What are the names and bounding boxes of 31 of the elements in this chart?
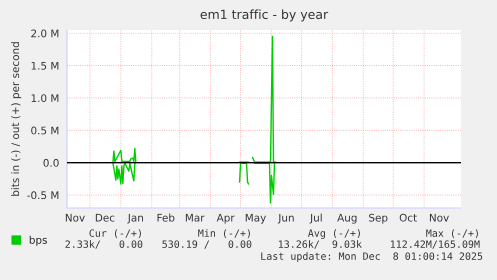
x-tick-label: Mar (186, 214, 204, 222)
text: 13.26k/ 9.03k (278, 240, 362, 249)
x-tick-label: Nov (430, 214, 449, 222)
legend-label: bps (30, 236, 47, 246)
x-tick-label: Feb (158, 214, 174, 222)
x-tick-label: Oct (400, 214, 417, 222)
x-tick-label: Aug (337, 214, 357, 224)
text: 112.42M/165.09M (390, 240, 480, 249)
y-tick-label: 1.0 M (32, 94, 58, 102)
y-tick-label: 1.5 M (32, 62, 58, 70)
text: Max (-/+) (426, 229, 478, 238)
text: Last update: Mon Dec 8 01:00:14 2025 (261, 252, 482, 262)
x-tick-label: May (246, 214, 266, 224)
y-tick-label: 0.0 (43, 158, 59, 167)
text: Cur (-/+) (89, 229, 141, 238)
x-tick-label: Nov (66, 214, 85, 222)
text: Min (-/+) (198, 229, 250, 238)
x-tick-label: Jul (310, 214, 322, 224)
y-tick-label: 2.0 M (31, 29, 58, 38)
x-tick-label: Apr (216, 214, 235, 224)
x-tick-label: Jun (278, 214, 294, 224)
text: 530.19 / 0.00 (162, 240, 252, 249)
x-tick-label: Dec (96, 214, 114, 222)
chart-title: em1 traffic - by year (200, 9, 328, 22)
y-tick-label: -0.5 M (27, 191, 58, 200)
x-tick-label: Sep (369, 214, 388, 224)
text: 2.33k/ 0.00 (65, 240, 142, 249)
x-tick-label: Jan (127, 214, 143, 224)
y-tick-label: 0.5 M (31, 126, 58, 134)
text: Avg (-/+) (308, 229, 360, 239)
y-axis-title: bits in (-) / out (+) per second (11, 42, 22, 196)
